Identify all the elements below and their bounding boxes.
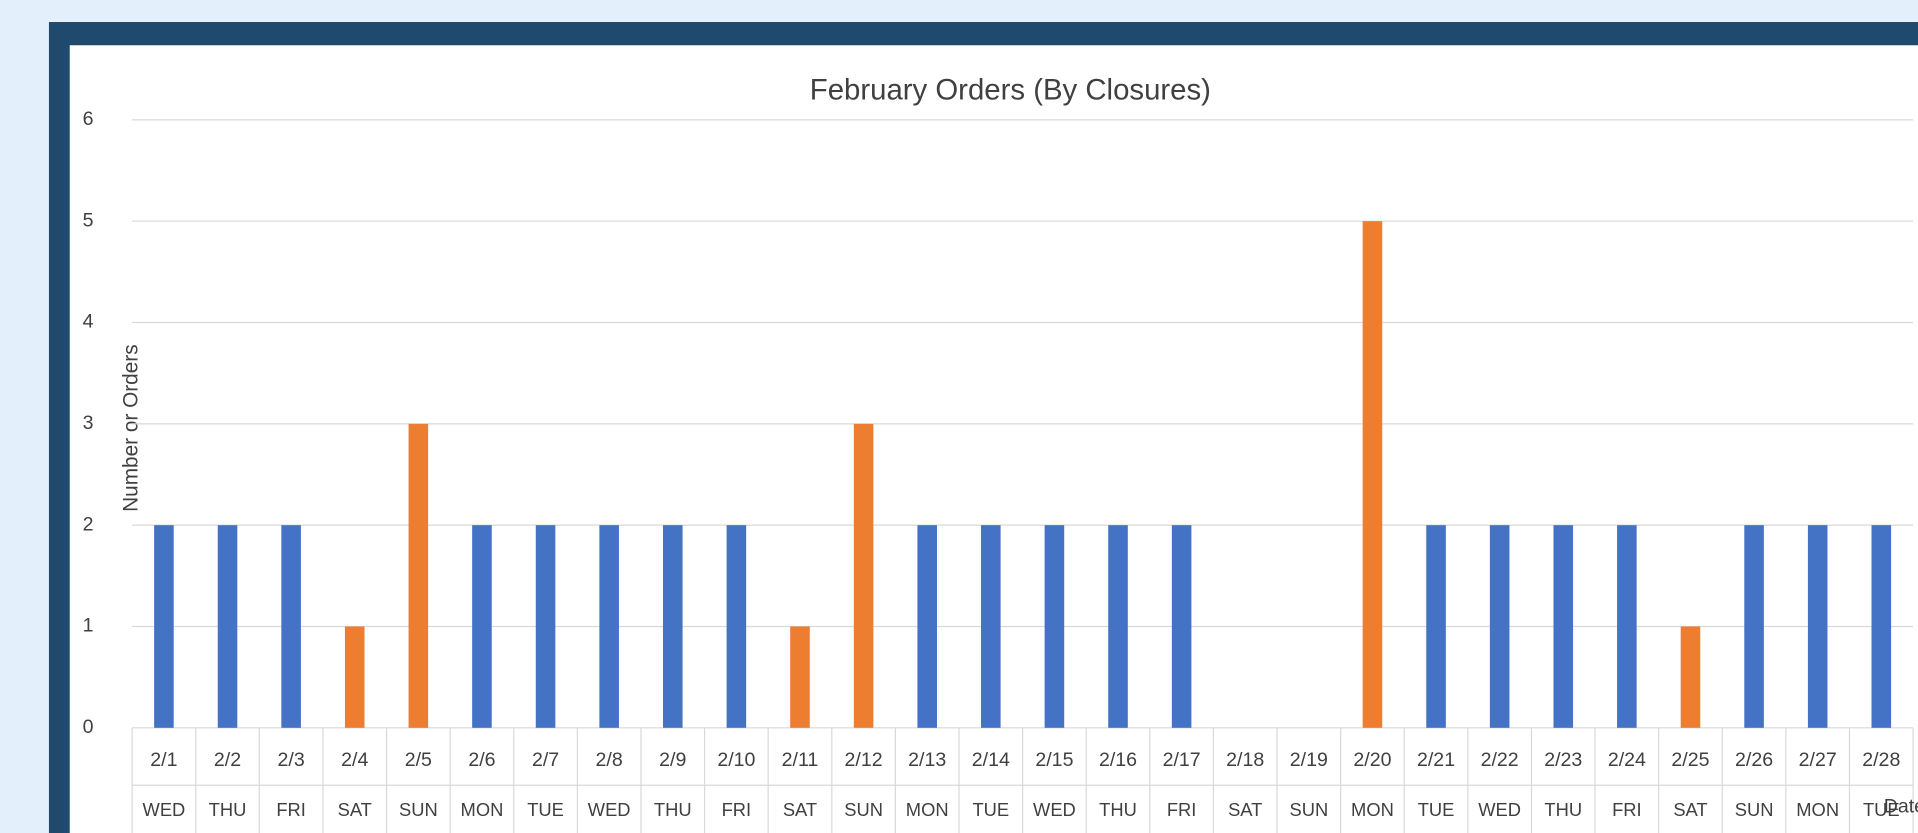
x-weekday-label: SUN: [844, 799, 883, 820]
bar: [1362, 221, 1383, 728]
x-weekday-label: WED: [1478, 799, 1521, 820]
y-tick-label: 1: [83, 615, 94, 637]
bar: [1744, 525, 1764, 728]
bar: [1617, 525, 1637, 728]
x-tick-label: 2/21: [1417, 749, 1455, 771]
x-tick-label: 2/16: [1099, 749, 1137, 771]
x-weekday-label: MON: [461, 799, 504, 820]
x-tick-label: 2/17: [1163, 749, 1201, 771]
x-weekday-label: THU: [654, 799, 692, 820]
bar: [1680, 626, 1701, 728]
bar: [853, 423, 874, 728]
x-tick-label: 2/25: [1671, 749, 1709, 771]
x-tick-label: 2/12: [845, 749, 883, 771]
x-weekday-label: FRI: [722, 799, 752, 820]
x-weekday-label: SUN: [1289, 799, 1328, 820]
bar: [917, 525, 937, 728]
x-weekday-label: SAT: [783, 799, 817, 820]
x-weekday-label: TUE: [972, 799, 1009, 820]
x-tick-label: 2/2: [214, 749, 241, 771]
x-weekday-label: WED: [1033, 799, 1076, 820]
x-tick-label: 2/22: [1481, 749, 1519, 771]
x-weekday-label: FRI: [1167, 799, 1197, 820]
bar: [726, 525, 747, 728]
bar: [1171, 525, 1192, 728]
x-weekday-label: TUE: [1418, 799, 1455, 820]
bar: [662, 525, 683, 728]
x-tick-label: 2/5: [405, 749, 432, 771]
bar: [1108, 525, 1128, 728]
y-tick-label: 6: [83, 108, 94, 130]
bar: [154, 525, 174, 728]
x-tick-label: 2/18: [1226, 749, 1264, 771]
x-tick-label: 2/27: [1799, 749, 1837, 771]
x-tick-label: 2/14: [972, 749, 1010, 771]
x-tick-label: 2/7: [532, 749, 559, 771]
bar: [1044, 525, 1065, 728]
x-weekday-label: FRI: [276, 799, 306, 820]
x-weekday-label: SUN: [1735, 799, 1774, 820]
x-tick-label: 2/26: [1735, 749, 1773, 771]
bar: [1426, 525, 1446, 728]
x-tick-label: 2/19: [1290, 749, 1328, 771]
x-weekday-label: MON: [1351, 799, 1394, 820]
x-weekday-label: MON: [1796, 799, 1839, 820]
x-tick-label: 2/20: [1353, 749, 1391, 771]
x-weekday-label: WED: [588, 799, 631, 820]
bar: [535, 525, 556, 728]
y-tick-label: 3: [83, 412, 94, 434]
x-tick-label: 2/15: [1035, 749, 1073, 771]
x-tick-label: 2/4: [341, 749, 368, 771]
y-tick-label: 4: [83, 311, 94, 333]
bar: [599, 525, 619, 728]
bar: [281, 525, 301, 728]
bar: [1871, 525, 1892, 728]
x-weekday-label: THU: [1099, 799, 1137, 820]
bar: [1489, 525, 1510, 728]
x-weekday-label: MON: [906, 799, 949, 820]
x-weekday-label: SAT: [1228, 799, 1262, 820]
x-tick-label: 2/23: [1544, 749, 1582, 771]
bar: [472, 525, 492, 728]
x-tick-label: 2/3: [278, 749, 305, 771]
x-weekday-label: THU: [209, 799, 247, 820]
x-tick-label: 2/24: [1608, 749, 1646, 771]
y-tick-label: 2: [83, 513, 94, 535]
bar: [1807, 525, 1828, 728]
x-axis-title: Date: [1884, 795, 1918, 817]
x-weekday-label: SAT: [338, 799, 372, 820]
bar: [217, 525, 238, 728]
x-weekday-label: THU: [1544, 799, 1582, 820]
y-axis-title: Number or Orders: [120, 344, 143, 511]
x-weekday-label: TUE: [1863, 799, 1900, 820]
bar: [981, 525, 1001, 728]
x-tick-label: 2/13: [908, 749, 946, 771]
x-weekday-label: SUN: [399, 799, 438, 820]
x-tick-label: 2/11: [782, 749, 819, 771]
bar: [408, 423, 429, 728]
x-weekday-label: SAT: [1673, 799, 1707, 820]
bar: [344, 626, 365, 728]
x-weekday-label: TUE: [527, 799, 564, 820]
x-tick-label: 2/10: [717, 749, 755, 771]
y-tick-label: 0: [83, 716, 94, 738]
x-tick-label: 2/9: [659, 749, 686, 771]
chart-title: February Orders (By Closures): [810, 73, 1211, 106]
bar: [1553, 525, 1574, 728]
x-tick-label: 2/8: [596, 749, 623, 771]
x-weekday-label: FRI: [1612, 799, 1642, 820]
x-tick-label: 2/28: [1862, 749, 1900, 771]
x-tick-label: 2/1: [150, 749, 177, 771]
bar: [790, 626, 810, 728]
y-tick-label: 5: [83, 209, 94, 231]
x-weekday-label: WED: [143, 799, 186, 820]
x-tick-label: 2/6: [468, 749, 495, 771]
